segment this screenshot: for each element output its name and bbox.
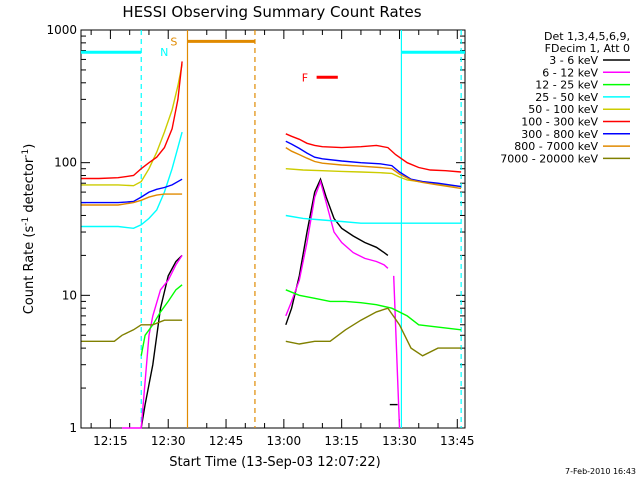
series-line-1 — [393, 275, 401, 429]
series-line-8 — [285, 307, 462, 357]
x-tick-label: 13:00 — [267, 434, 302, 448]
series-line-6 — [81, 178, 183, 204]
chart-title: HESSI Observing Summary Count Rates — [122, 3, 421, 21]
y-tick-label: 1000 — [46, 23, 77, 37]
y-axis-label: Count Rate (s-1 detector-1) — [21, 144, 37, 315]
legend-label: 50 - 100 keV — [528, 103, 598, 116]
y-tick-label: 100 — [54, 156, 77, 170]
legend-label: 300 - 800 keV — [521, 128, 598, 141]
annotation-label: F — [302, 71, 308, 84]
x-tick-label: 12:45 — [209, 434, 244, 448]
x-tick-label: 12:30 — [151, 434, 186, 448]
x-tick-label: 13:15 — [324, 434, 359, 448]
legend-label: 3 - 6 keV — [549, 54, 598, 67]
series-line-1 — [285, 179, 389, 317]
attenuator-vertical-lines — [140, 30, 462, 428]
annotation-label: S — [170, 35, 177, 48]
x-tick-label: 13:30 — [382, 434, 417, 448]
y-tick-label: 10 — [62, 288, 77, 302]
legend-label: 25 - 50 keV — [535, 91, 598, 104]
legend-header-line-2: FDecim 1, Att 0 — [545, 42, 630, 55]
y-tick-label: 1 — [69, 421, 77, 435]
x-axis-ticks: 12:15 12:30 12:45 13:00 13:15 13:30 13:45 — [90, 30, 475, 448]
series-line-5 — [81, 61, 183, 180]
series-lines — [81, 61, 462, 429]
generated-timestamp: 7-Feb-2010 16:43 — [565, 467, 636, 476]
series-line-7 — [285, 147, 462, 190]
series-line-3 — [285, 214, 462, 224]
legend-label: 12 - 25 keV — [535, 79, 598, 92]
series-line-7 — [81, 193, 183, 206]
x-tick-label: 13:45 — [440, 434, 475, 448]
series-line-3 — [81, 131, 183, 230]
legend-label: 6 - 12 keV — [542, 66, 598, 79]
series-line-1 — [122, 255, 183, 429]
legend-label: 800 - 7000 keV — [514, 140, 598, 153]
series-line-2 — [285, 289, 462, 331]
series-line-6 — [285, 140, 462, 188]
series-line-8 — [81, 319, 183, 342]
series-line-2 — [140, 284, 183, 356]
series-line-0 — [285, 177, 389, 326]
x-axis-label: Start Time (13-Sep-03 12:07:22) — [169, 455, 380, 470]
legend-label: 100 - 300 keV — [521, 116, 598, 129]
annotation-label: N — [160, 46, 168, 59]
plot-frame — [80, 29, 466, 429]
legend-label: 7000 - 20000 keV — [500, 152, 598, 165]
series-line-4 — [81, 64, 183, 187]
legend-header-line-1: Det 1,3,4,5,6,9, — [544, 30, 630, 43]
series-line-0 — [140, 254, 183, 429]
x-tick-label: 12:15 — [93, 434, 128, 448]
state-annotations: NS F — [81, 35, 465, 84]
series-line-5 — [285, 133, 462, 173]
y-axis-ticks: 1 10 100 1000 — [46, 23, 465, 435]
legend: Det 1,3,4,5,6,9, FDecim 1, Att 0 3 - 6 k… — [500, 30, 630, 165]
